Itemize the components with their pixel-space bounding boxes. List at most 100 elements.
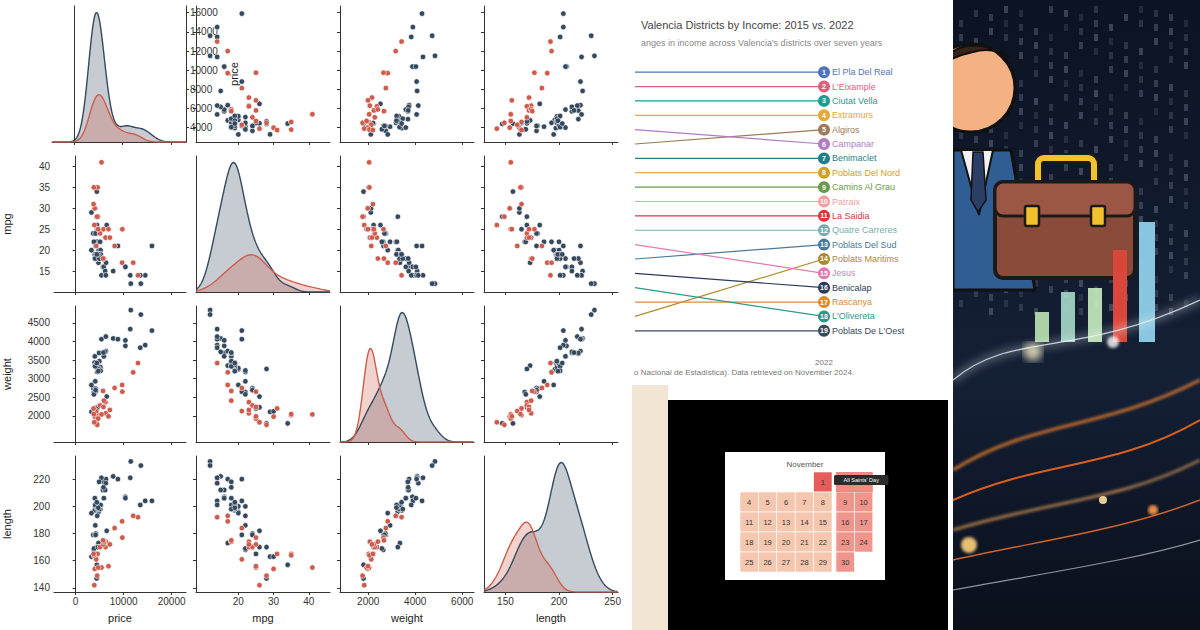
- svg-text:10000: 10000: [110, 596, 138, 607]
- svg-text:21: 21: [800, 538, 808, 547]
- svg-text:4500: 4500: [28, 317, 51, 328]
- svg-text:November: November: [787, 460, 824, 469]
- svg-text:1: 1: [822, 69, 826, 76]
- svg-text:3: 3: [822, 97, 826, 104]
- svg-text:220: 220: [33, 474, 50, 485]
- svg-text:15: 15: [39, 266, 51, 277]
- svg-text:2000: 2000: [28, 410, 51, 421]
- svg-text:17: 17: [859, 518, 867, 527]
- svg-text:Campanar: Campanar: [832, 139, 874, 149]
- svg-text:length: length: [1, 509, 13, 539]
- svg-text:10: 10: [820, 198, 828, 205]
- svg-text:12: 12: [820, 227, 828, 234]
- svg-text:180: 180: [33, 528, 50, 539]
- svg-text:25: 25: [39, 224, 51, 235]
- svg-text:6: 6: [822, 141, 826, 148]
- svg-text:140: 140: [33, 582, 50, 593]
- svg-text:L'Eixample: L'Eixample: [832, 82, 876, 92]
- svg-text:28: 28: [800, 558, 808, 567]
- svg-text:8: 8: [822, 169, 826, 176]
- svg-text:mpg: mpg: [1, 213, 13, 234]
- svg-text:Extramurs: Extramurs: [832, 110, 874, 120]
- svg-text:La Saidia: La Saidia: [832, 211, 870, 221]
- svg-text:Jesus: Jesus: [832, 268, 856, 278]
- svg-text:Benimaclet: Benimaclet: [832, 153, 877, 163]
- svg-text:Algiros: Algiros: [832, 125, 860, 135]
- svg-text:10: 10: [859, 498, 867, 507]
- svg-text:20: 20: [782, 538, 790, 547]
- svg-text:160: 160: [33, 555, 50, 566]
- svg-text:5: 5: [822, 126, 826, 133]
- svg-text:7: 7: [822, 155, 826, 162]
- svg-text:16: 16: [841, 518, 849, 527]
- svg-text:35: 35: [39, 182, 51, 193]
- svg-text:11: 11: [745, 518, 753, 527]
- svg-text:Valencia Districts by Income:: Valencia Districts by Income: 2015 vs. 2…: [641, 19, 854, 31]
- svg-text:30: 30: [841, 558, 849, 567]
- svg-text:20000: 20000: [158, 596, 186, 607]
- svg-text:4: 4: [822, 112, 826, 119]
- svg-text:1: 1: [821, 478, 825, 487]
- svg-text:19: 19: [820, 327, 828, 334]
- svg-text:18: 18: [745, 538, 753, 547]
- svg-text:27: 27: [782, 558, 790, 567]
- svg-text:9: 9: [843, 498, 847, 507]
- svg-text:40: 40: [303, 596, 315, 607]
- svg-text:Poblats De L'Oest: Poblats De L'Oest: [832, 326, 905, 336]
- svg-text:Rascanya: Rascanya: [832, 297, 872, 307]
- svg-text:200: 200: [551, 596, 568, 607]
- svg-text:3500: 3500: [28, 355, 51, 366]
- svg-text:15: 15: [819, 518, 827, 527]
- svg-text:Poblats Del Nord: Poblats Del Nord: [832, 168, 900, 178]
- svg-text:2500: 2500: [28, 392, 51, 403]
- svg-text:Poblats Maritims: Poblats Maritims: [832, 254, 899, 264]
- svg-text:18: 18: [820, 313, 828, 320]
- svg-text:3000: 3000: [28, 373, 51, 384]
- svg-text:16: 16: [820, 284, 828, 291]
- svg-text:mpg: mpg: [252, 612, 273, 624]
- svg-text:11: 11: [820, 212, 828, 219]
- svg-text:29: 29: [819, 558, 827, 567]
- svg-text:9: 9: [822, 184, 826, 191]
- svg-text:o Nacional de Estadística). Da: o Nacional de Estadística). Data retriev…: [634, 368, 854, 377]
- svg-text:4000: 4000: [28, 336, 51, 347]
- svg-text:4000: 4000: [190, 122, 213, 133]
- svg-text:4000: 4000: [404, 596, 427, 607]
- svg-text:2000: 2000: [357, 596, 380, 607]
- svg-text:22: 22: [819, 538, 827, 547]
- svg-text:L'Olivereta: L'Olivereta: [832, 311, 875, 321]
- svg-text:13: 13: [820, 241, 828, 248]
- svg-text:200: 200: [33, 501, 50, 512]
- svg-text:20: 20: [39, 245, 51, 256]
- svg-text:30: 30: [268, 596, 280, 607]
- svg-text:20: 20: [233, 596, 245, 607]
- svg-text:19: 19: [763, 538, 771, 547]
- svg-text:0: 0: [73, 596, 79, 607]
- svg-text:4: 4: [747, 498, 751, 507]
- svg-text:12: 12: [763, 518, 771, 527]
- svg-text:14000: 14000: [190, 26, 218, 37]
- svg-text:150: 150: [497, 596, 514, 607]
- svg-text:Patraix: Patraix: [832, 197, 861, 207]
- svg-text:14: 14: [800, 518, 808, 527]
- svg-text:15: 15: [820, 270, 828, 277]
- svg-text:30: 30: [39, 203, 51, 214]
- svg-text:14: 14: [820, 255, 828, 262]
- svg-text:12000: 12000: [190, 46, 218, 57]
- svg-text:All Saints' Day: All Saints' Day: [844, 477, 880, 483]
- svg-text:25: 25: [745, 558, 753, 567]
- svg-text:8: 8: [821, 498, 825, 507]
- svg-text:2022: 2022: [815, 358, 833, 367]
- svg-text:Ciutat Vella: Ciutat Vella: [832, 96, 878, 106]
- svg-text:El Pla Del Real: El Pla Del Real: [832, 67, 893, 77]
- svg-text:5: 5: [766, 498, 770, 507]
- svg-text:Camins Al Grau: Camins Al Grau: [832, 182, 895, 192]
- svg-text:23: 23: [841, 538, 849, 547]
- svg-text:13: 13: [782, 518, 790, 527]
- svg-text:10000: 10000: [190, 65, 218, 76]
- svg-text:17: 17: [820, 299, 828, 306]
- svg-text:6000: 6000: [190, 103, 213, 114]
- svg-text:anges in income across Valenci: anges in income across Valencia's distri…: [641, 38, 883, 48]
- svg-text:Benicalap: Benicalap: [832, 283, 872, 293]
- svg-text:250: 250: [604, 596, 621, 607]
